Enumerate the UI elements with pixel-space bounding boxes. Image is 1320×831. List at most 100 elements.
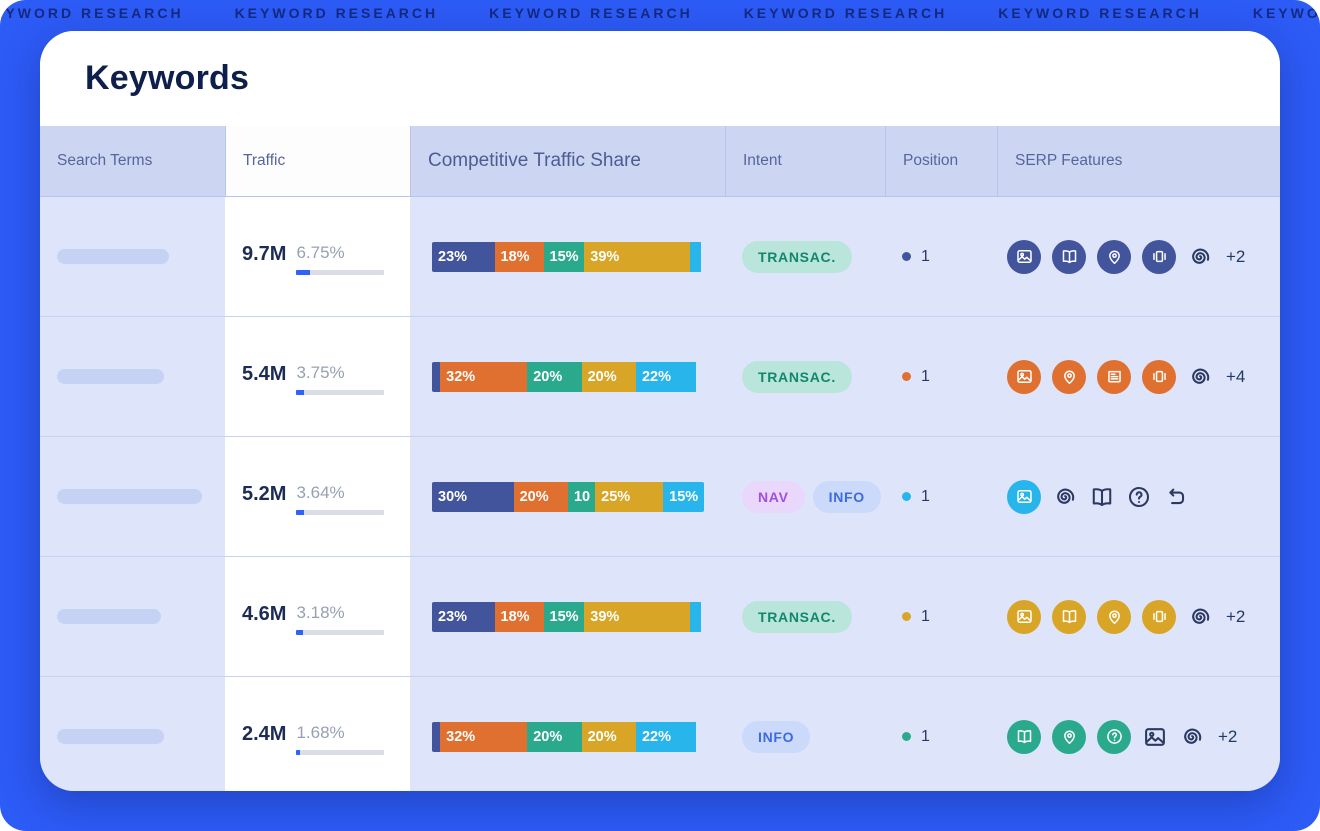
share-segment [690,601,702,632]
serp-more-count[interactable]: +2 [1218,726,1238,746]
share-segment: 15% [663,481,704,512]
share-segment-label: 39% [590,608,620,625]
keywords-card: Keywords Search Terms Traffic Competitiv… [40,31,1280,791]
page-title: Keywords [85,59,250,97]
serp-more-count[interactable]: +4 [1226,366,1246,386]
card-header: Keywords [40,31,1280,126]
share-segment-label: 25% [601,488,631,505]
traffic-value: 5.4M [242,362,287,385]
serp-more-count[interactable]: +2 [1226,246,1246,266]
column-header-serp-features[interactable]: SERP Features [997,126,1280,196]
column-header-search-terms[interactable]: Search Terms [57,152,153,169]
search-term-cell [40,677,225,791]
share-segment: 23% [432,241,495,272]
share-segment: 18% [494,241,544,272]
spiral-icon[interactable] [1052,484,1078,510]
share-segment: 10 [567,481,596,512]
pin-icon[interactable] [1097,239,1131,274]
table-row[interactable]: 9.7M 6.75% 23% 18% 15% 39% TRANSAC. 1 +2 [40,197,1280,317]
share-segment-label: 20% [587,368,617,385]
spiral-icon[interactable] [1179,724,1205,750]
question-icon[interactable] [1126,484,1152,510]
carousel-icon[interactable] [1142,239,1176,274]
share-segment: 20% [527,361,582,392]
spiral-icon[interactable] [1187,604,1213,630]
carousel-icon[interactable] [1142,359,1176,394]
column-header-intent[interactable]: Intent [725,126,885,196]
spiral-icon[interactable] [1187,244,1213,270]
image-icon[interactable] [1142,724,1168,750]
share-segment-label: 32% [446,728,476,745]
share-bar: 32% 20% 20% 22% [432,721,704,752]
share-segment-label: 23% [438,248,468,265]
serp-features-cell: +2 [997,557,1280,676]
pin-icon[interactable] [1097,599,1131,634]
table-row[interactable]: 5.2M 3.64% 30% 20% 10 25% 15% NAV INFO 1 [40,437,1280,557]
share-segment-label: 10 [573,488,591,505]
intent-badge: TRANSAC. [742,600,852,633]
news-icon[interactable] [1097,359,1131,394]
spiral-icon[interactable] [1187,364,1213,390]
share-segment: 15% [543,601,585,632]
intent-badge: INFO [742,720,811,753]
book-icon[interactable] [1052,599,1086,634]
share-segment: 20% [513,481,568,512]
question-icon[interactable] [1097,719,1131,754]
image-icon[interactable] [1007,359,1041,394]
related-icon[interactable] [1163,484,1189,510]
intent-cell: NAV INFO [725,437,885,556]
serp-more-count[interactable]: +2 [1226,606,1246,626]
share-segment-label: 20% [533,728,563,745]
table-row[interactable]: 5.4M 3.75% 32% 20% 20% 22% TRANSAC. 1 +4 [40,317,1280,437]
intent-badge: INFO [812,480,881,513]
share-segment: 18% [494,601,544,632]
position-value: 1 [921,367,930,385]
book-icon[interactable] [1007,719,1041,754]
image-icon[interactable] [1007,239,1041,274]
share-segment-label: 22% [641,728,671,745]
share-segment: 25% [595,481,664,512]
share-segment: 30% [432,481,514,512]
pin-icon[interactable] [1052,719,1086,754]
share-segment: 23% [432,601,495,632]
search-term-placeholder [57,729,164,744]
table-row[interactable]: 2.4M 1.68% 32% 20% 20% 22% INFO 1 +2 [40,677,1280,791]
share-segment: 39% [584,601,691,632]
traffic-cell: 9.7M 6.75% [225,197,410,316]
competitive-traffic-share-cell: 23% 18% 15% 39% [410,557,725,676]
share-segment: 20% [527,721,582,752]
position-value: 1 [921,607,930,625]
position-cell: 1 [885,197,997,316]
share-segment [432,361,441,392]
share-segment-label: 23% [438,608,468,625]
intent-cell: INFO [725,677,885,791]
traffic-mini-bar [296,749,385,755]
share-segment-label: 30% [438,488,468,505]
traffic-value: 9.7M [242,242,287,265]
competitive-traffic-share-cell: 32% 20% 20% 22% [410,677,725,791]
share-segment-label: 15% [549,248,579,265]
position-cell: 1 [885,557,997,676]
book-icon[interactable] [1089,484,1115,510]
book-icon[interactable] [1052,239,1086,274]
serp-features-cell: +2 [997,197,1280,316]
carousel-icon[interactable] [1142,599,1176,634]
position-dot [902,252,911,261]
traffic-value: 2.4M [242,722,287,745]
table-row[interactable]: 4.6M 3.18% 23% 18% 15% 39% TRANSAC. 1 +2 [40,557,1280,677]
column-header-competitive-traffic-share[interactable]: Competitive Traffic Share [410,126,725,196]
search-term-cell [40,437,225,556]
share-segment-label: 15% [549,608,579,625]
image-icon[interactable] [1007,599,1041,634]
column-header-position[interactable]: Position [885,126,997,196]
position-dot [902,732,911,741]
share-segment-label: 18% [500,248,530,265]
traffic-mini-bar-fill [296,269,310,275]
table-body: 9.7M 6.75% 23% 18% 15% 39% TRANSAC. 1 +2 5.4M 3.75… [40,197,1280,791]
share-segment: 20% [581,361,636,392]
image-icon[interactable] [1007,479,1041,514]
pin-icon[interactable] [1052,359,1086,394]
search-term-placeholder [57,369,164,384]
share-segment-label: 20% [533,368,563,385]
column-header-traffic[interactable]: Traffic [225,126,410,196]
